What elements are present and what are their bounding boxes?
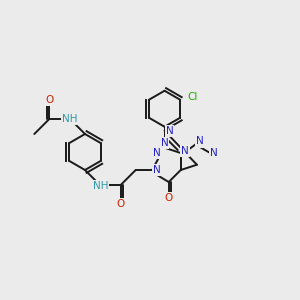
- Text: N: N: [181, 146, 189, 156]
- Text: N: N: [166, 126, 173, 136]
- Text: O: O: [117, 199, 125, 209]
- Text: NH: NH: [93, 181, 108, 191]
- Text: N: N: [161, 138, 168, 148]
- Text: Cl: Cl: [187, 92, 197, 102]
- Text: N: N: [196, 136, 203, 146]
- Text: N: N: [153, 148, 160, 158]
- Text: N: N: [153, 165, 160, 175]
- Text: N: N: [210, 148, 218, 158]
- Text: O: O: [165, 193, 173, 203]
- Text: NH: NH: [62, 114, 78, 124]
- Text: N: N: [161, 138, 168, 148]
- Text: O: O: [45, 95, 53, 105]
- Text: N: N: [181, 146, 189, 156]
